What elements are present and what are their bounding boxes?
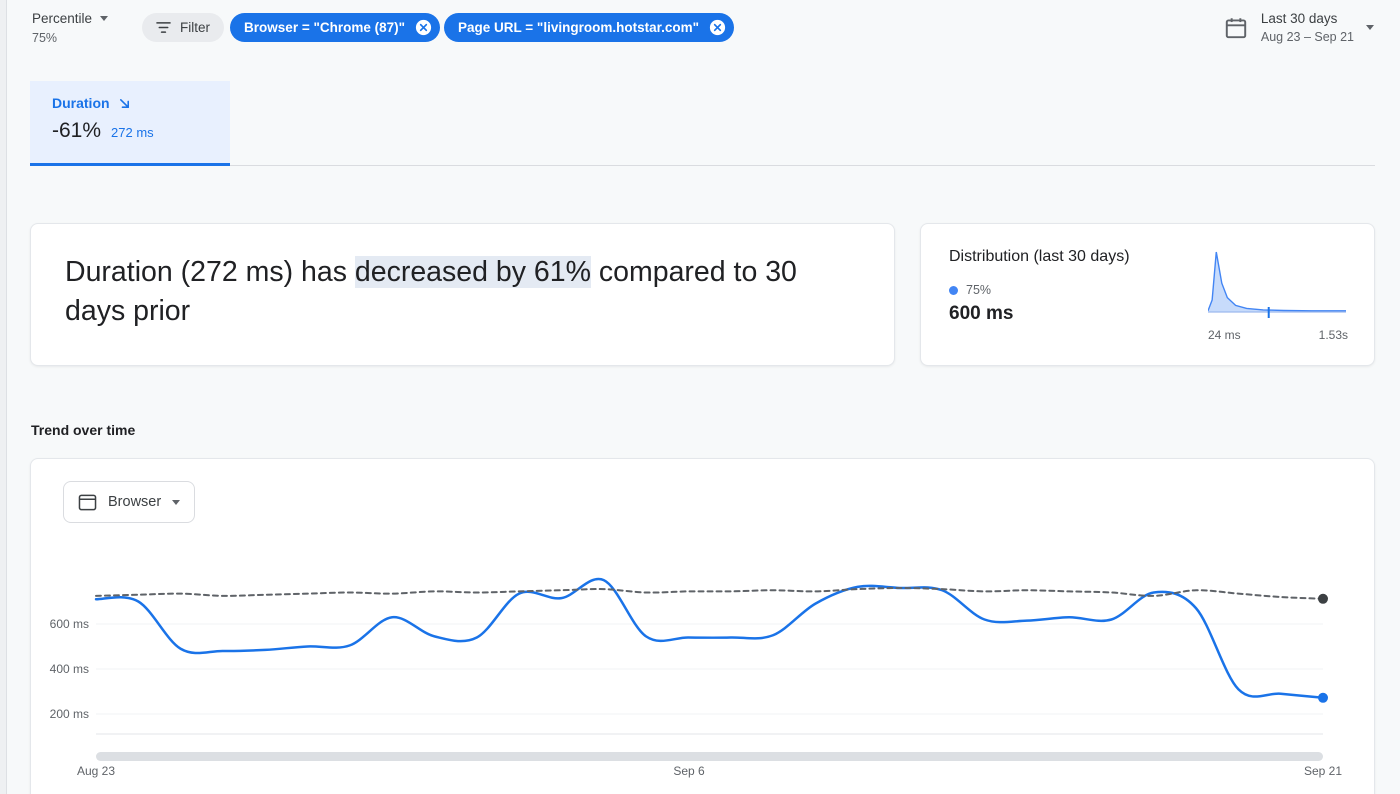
chevron-down-icon (172, 499, 181, 505)
tab-duration-value: 272 ms (111, 125, 154, 140)
filter-button[interactable]: Filter (142, 13, 225, 42)
distribution-card: Distribution (last 30 days) 75% 600 ms 2… (920, 223, 1375, 366)
distribution-chart-canvas (1207, 251, 1346, 318)
x-axis-tick: Aug 23 (76, 764, 116, 778)
chevron-down-icon (1366, 25, 1374, 30)
remove-filter-icon[interactable] (709, 19, 726, 36)
filter-chip-page-url[interactable]: Page URL = "livingroom.hotstar.com" (444, 13, 735, 42)
distribution-stats: Distribution (last 30 days) 75% 600 ms (949, 248, 1130, 347)
distribution-percentile-label: 75% (966, 283, 992, 297)
y-axis-tick: 400 ms (49, 662, 89, 676)
breakdown-dropdown-label: Browser (108, 494, 162, 510)
trend-section-title: Trend over time (31, 422, 136, 438)
summary-text-prefix: Duration (272 ms) has (65, 256, 355, 288)
filter-icon (156, 22, 171, 33)
summary-text-suffix: compared to 30 days prior (65, 256, 797, 327)
filter-chip-label: Browser = "Chrome (87)" (244, 20, 406, 35)
tab-duration[interactable]: Duration -61% 272 ms (30, 81, 230, 166)
tab-duration-delta: -61% (52, 119, 102, 142)
filter-chip-browser[interactable]: Browser = "Chrome (87)" (230, 13, 441, 42)
date-range-label: Last 30 days (1260, 11, 1338, 26)
trend-card: Browser 600 ms 400 ms 200 ms Aug 23 Sep … (30, 458, 1375, 794)
metric-tabs: Duration -61% 272 ms (30, 81, 1375, 166)
percentile-selector[interactable]: Percentile 75% (32, 11, 109, 45)
summary-text-highlight: decreased by 61% (354, 256, 591, 288)
date-range-selector[interactable]: Last 30 days Aug 23 – Sep 21 (1223, 11, 1374, 44)
insight-cards: Duration (272 ms) has decreased by 61% c… (30, 223, 1375, 366)
browser-icon (78, 494, 97, 510)
toolbar: Percentile 75% Filter Browser = "Chrome … (0, 0, 1400, 45)
percentile-label: Percentile (32, 11, 93, 26)
calendar-icon (1225, 17, 1247, 38)
percentile-value: 75% (32, 31, 58, 45)
distribution-legend: 75% (949, 283, 1130, 297)
y-axis-tick: 200 ms (49, 707, 89, 721)
date-range-value: Aug 23 – Sep 21 (1260, 30, 1354, 44)
distribution-axis-min: 24 ms (1208, 328, 1241, 342)
x-axis-tick: Sep 21 (1303, 764, 1343, 778)
percentile-dot-icon (949, 285, 958, 295)
tab-duration-label: Duration (52, 95, 110, 111)
chevron-down-icon (100, 16, 109, 21)
remove-filter-icon[interactable] (415, 19, 432, 36)
filter-chip-label: Page URL = "livingroom.hotstar.com" (458, 20, 700, 35)
filter-button-label: Filter (180, 20, 211, 35)
distribution-title: Distribution (last 30 days) (949, 248, 1130, 265)
left-edge-strip (0, 0, 7, 794)
chart-scrollbar[interactable] (96, 752, 1323, 761)
distribution-axis-max: 1.53s (1318, 328, 1348, 342)
distribution-axis: 24 ms 1.53s (1208, 328, 1348, 342)
distribution-percentile-value: 600 ms (949, 303, 1014, 324)
x-axis-tick: Sep 6 (673, 764, 705, 778)
breakdown-dropdown[interactable]: Browser (63, 481, 196, 523)
distribution-chart: 24 ms 1.53s (1207, 248, 1348, 347)
summary-card: Duration (272 ms) has decreased by 61% c… (30, 223, 895, 366)
trend-chart-canvas (94, 577, 1328, 735)
y-axis-tick: 600 ms (49, 617, 89, 631)
trending-down-icon (119, 98, 129, 108)
